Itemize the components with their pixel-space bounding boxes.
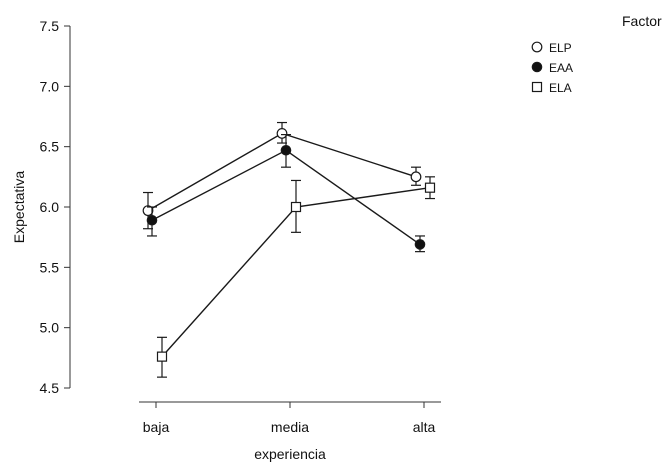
y-tick-label: 4.5	[40, 380, 60, 396]
series-ela-point	[424, 182, 436, 193]
legend-item-eaa: EAA	[531, 61, 573, 75]
plot-area	[142, 121, 436, 378]
axes: 4.5 5.0 5.5 6.0 6.5 7.0 7.5 baja media alta expe…	[11, 18, 441, 462]
series-elp	[142, 121, 422, 230]
legend-item-ela: ELA	[531, 81, 572, 95]
legend-label-elp: ELP	[549, 41, 572, 55]
series-ela	[156, 176, 436, 378]
y-ticks: 4.5 5.0 5.5 6.0 6.5 7.0 7.5	[40, 18, 70, 396]
series-eaa-point	[414, 239, 426, 250]
y-axis-title: Expectativa	[11, 171, 27, 244]
x-tick-label: alta	[413, 419, 436, 435]
series-eaa-point	[146, 214, 158, 226]
series-elp-point	[142, 205, 154, 217]
y-tick-label: 6.5	[40, 139, 60, 155]
series-elp-point	[276, 127, 288, 139]
x-tick-label: media	[271, 419, 309, 435]
y-tick-label: 5.0	[40, 320, 60, 336]
series-elp-line	[147, 132, 417, 212]
x-tick-label: baja	[143, 419, 170, 435]
legend: Factor ELP EAA ELA	[531, 13, 662, 95]
x-ticks: baja media alta	[143, 402, 436, 435]
y-tick-label: 7.5	[40, 18, 60, 34]
series-ela-point	[156, 351, 168, 362]
legend-eaa-point	[531, 61, 543, 73]
y-tick-label: 7.0	[40, 78, 60, 94]
y-tick-label: 6.0	[40, 199, 60, 215]
x-axis-title: experiencia	[254, 446, 326, 462]
legend-item-elp: ELP	[531, 41, 572, 55]
y-tick-label: 5.5	[40, 259, 60, 275]
legend-label-ela: ELA	[549, 81, 572, 95]
series-eaa	[146, 134, 426, 253]
legend-title: Factor	[622, 13, 662, 29]
legend-ela-point	[531, 81, 543, 93]
series-eaa-point	[280, 144, 292, 156]
legend-label-eaa: EAA	[549, 61, 573, 75]
series-ela-point	[290, 201, 302, 213]
series-elp-point	[410, 171, 422, 183]
legend-elp-point	[531, 41, 543, 53]
